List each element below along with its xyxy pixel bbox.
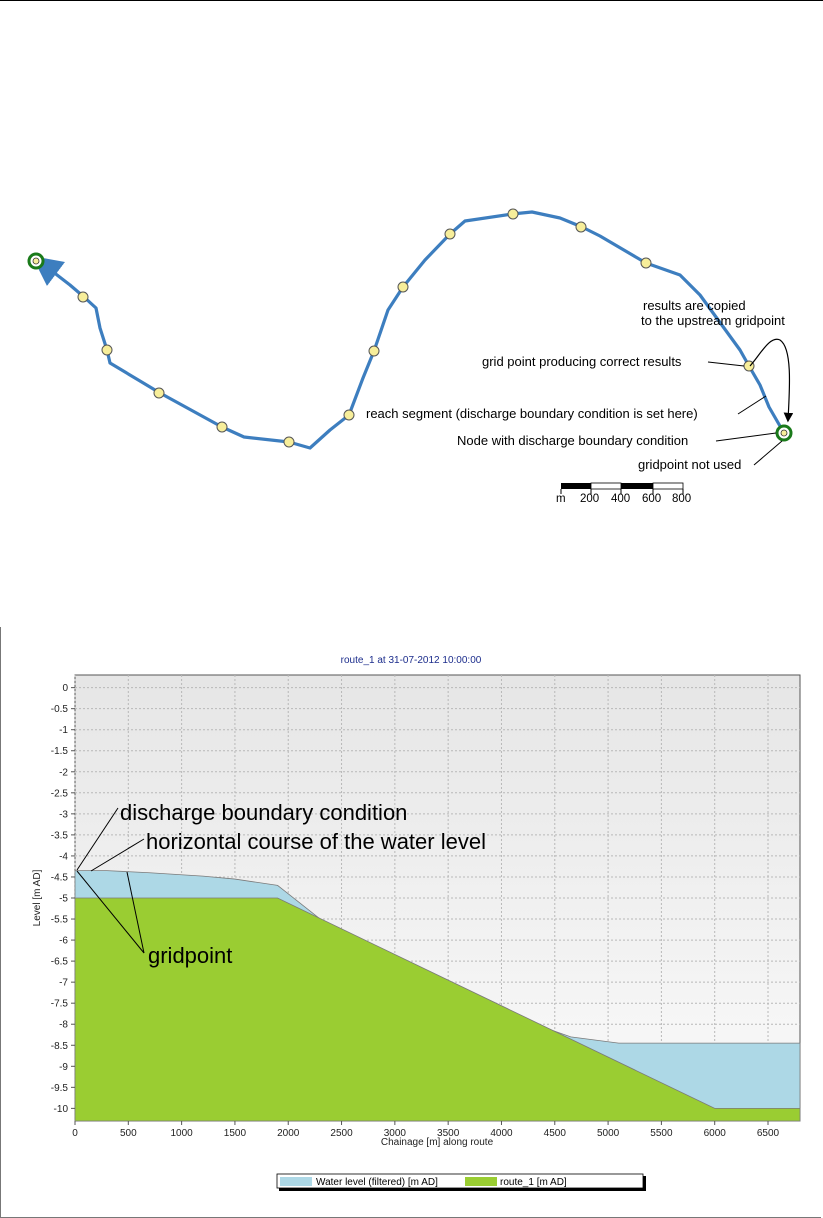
legend-swatch-water bbox=[280, 1177, 312, 1186]
y-tick-label: -8 bbox=[59, 1020, 68, 1031]
x-tick-label: 6500 bbox=[757, 1128, 780, 1139]
y-tick-label: -1.5 bbox=[51, 746, 69, 757]
y-tick-label: -3 bbox=[59, 809, 68, 820]
boundary-node[interactable] bbox=[775, 424, 793, 442]
chart-areas bbox=[74, 870, 801, 1122]
leader-not-used bbox=[753, 440, 783, 466]
leader-horizontal bbox=[90, 838, 145, 872]
flow-arrow bbox=[31, 256, 65, 286]
x-tick-label: 2000 bbox=[277, 1128, 300, 1139]
annotation-correct: grid point producing correct results bbox=[482, 354, 682, 369]
gridpoints bbox=[77, 208, 755, 448]
x-axis-title: Chainage [m] along route bbox=[381, 1137, 494, 1148]
river-reach-line[interactable] bbox=[47, 210, 786, 450]
x-tick-label: 0 bbox=[72, 1128, 78, 1139]
legend-label-water: Water level (filtered) [m AD] bbox=[316, 1177, 438, 1188]
y-tick-label: -8.5 bbox=[51, 1041, 69, 1052]
gridpoint-marker[interactable] bbox=[640, 257, 652, 269]
legend: Water level (filtered) [m AD] route_1 [m… bbox=[276, 1173, 646, 1191]
annotation-gridpoint: gridpoint bbox=[148, 943, 232, 968]
x-tick-label: 2500 bbox=[330, 1128, 353, 1139]
legend-label-route: route_1 [m AD] bbox=[500, 1177, 567, 1188]
gridpoint-marker[interactable] bbox=[153, 387, 165, 399]
y-tick-label: -7.5 bbox=[51, 999, 69, 1010]
x-tick-label: 4500 bbox=[544, 1128, 567, 1139]
x-tick-label: 3500 bbox=[437, 1128, 460, 1139]
gridpoint-marker[interactable] bbox=[444, 228, 456, 240]
y-tick-label: -10 bbox=[54, 1104, 69, 1115]
y-tick-label: -6 bbox=[59, 936, 68, 947]
y-tick-label: -4 bbox=[59, 851, 68, 862]
x-tick-label: 5000 bbox=[597, 1128, 620, 1139]
gridpoint-marker[interactable] bbox=[507, 208, 519, 220]
annotation-not-used: gridpoint not used bbox=[638, 457, 741, 472]
y-tick-label: -5 bbox=[59, 894, 68, 905]
y-axis-title: Level [m AD] bbox=[32, 869, 43, 926]
x-tick-label: 1000 bbox=[170, 1128, 193, 1139]
scale-tick-label: 400 bbox=[611, 493, 630, 505]
annotation-reach: reach segment (discharge boundary condit… bbox=[366, 406, 698, 421]
y-tick-label: -3.5 bbox=[51, 830, 69, 841]
top-border-line bbox=[0, 0, 823, 1]
legend-swatch-route bbox=[465, 1177, 497, 1186]
gridpoint-marker[interactable] bbox=[101, 344, 113, 356]
y-tick-label: -1 bbox=[59, 725, 68, 736]
leader-reach bbox=[737, 395, 767, 415]
upstream-node[interactable] bbox=[27, 252, 45, 270]
x-axis: 0 500 1000 1500 2000 2500 3000 3500 4000 4500 5000… bbox=[72, 1121, 780, 1139]
y-tick-label: -9.5 bbox=[51, 1083, 69, 1094]
y-tick-label: -5.5 bbox=[51, 915, 69, 926]
leader-correct bbox=[707, 361, 745, 367]
annotation-horizontal: horizontal course of the water level bbox=[146, 829, 486, 854]
leader-gridpoint-1 bbox=[76, 870, 145, 954]
x-tick-label: 5500 bbox=[650, 1128, 673, 1139]
gridpoint-marker[interactable] bbox=[283, 436, 295, 448]
y-tick-label: -9 bbox=[59, 1062, 68, 1073]
annotation-copied-line1: results are copied bbox=[643, 298, 746, 313]
y-tick-label: -7 bbox=[59, 978, 68, 989]
scale-tick-label: 800 bbox=[672, 493, 691, 505]
y-tick-label: -2 bbox=[59, 767, 68, 778]
chart-title: route_1 at 31-07-2012 10:00:00 bbox=[341, 655, 482, 666]
gridpoint-marker[interactable] bbox=[368, 345, 380, 357]
annotation-copied-line2: to the upstream gridpoint bbox=[641, 313, 785, 328]
gridpoint-marker[interactable] bbox=[343, 409, 355, 421]
y-axis: 0 -0.5 -1 -1.5 -2 -2.5 -3 -3.5 -4 -4.5 -5 -5.5 -6 -6.… bbox=[51, 683, 75, 1115]
leader-gridpoint-2 bbox=[126, 871, 145, 954]
x-tick-label: 500 bbox=[120, 1128, 137, 1139]
x-tick-label: 1500 bbox=[224, 1128, 247, 1139]
scale-tick-label: 600 bbox=[642, 493, 661, 505]
network-map: results are copied to the upstream gridp… bbox=[27, 208, 794, 505]
copy-arrow bbox=[749, 338, 794, 423]
x-tick-label: 6000 bbox=[704, 1128, 727, 1139]
profile-chart: route_1 at 31-07-2012 10:00:00 0 500 1000 1… bbox=[32, 655, 801, 1191]
y-tick-label: -0.5 bbox=[51, 704, 69, 715]
leader-node bbox=[715, 432, 777, 442]
gridpoint-marker[interactable] bbox=[397, 281, 409, 293]
leader-discharge bbox=[76, 807, 119, 871]
gridpoint-marker[interactable] bbox=[77, 291, 89, 303]
y-tick-label: 0 bbox=[62, 683, 68, 694]
gridpoint-marker[interactable] bbox=[575, 221, 587, 233]
y-tick-label: -6.5 bbox=[51, 957, 69, 968]
x-tick-label: 4000 bbox=[490, 1128, 513, 1139]
gridpoint-marker[interactable] bbox=[216, 421, 228, 433]
y-tick-label: -4.5 bbox=[51, 872, 69, 883]
scale-tick-label: 200 bbox=[580, 493, 599, 505]
y-tick-label: -2.5 bbox=[51, 788, 69, 799]
scale-unit: m bbox=[556, 493, 566, 505]
annotation-node: Node with discharge boundary condition bbox=[457, 433, 688, 448]
x-tick-label: 3000 bbox=[384, 1128, 407, 1139]
scale-bar: m 200 400 600 800 bbox=[556, 482, 691, 505]
annotation-discharge: discharge boundary condition bbox=[120, 800, 407, 825]
